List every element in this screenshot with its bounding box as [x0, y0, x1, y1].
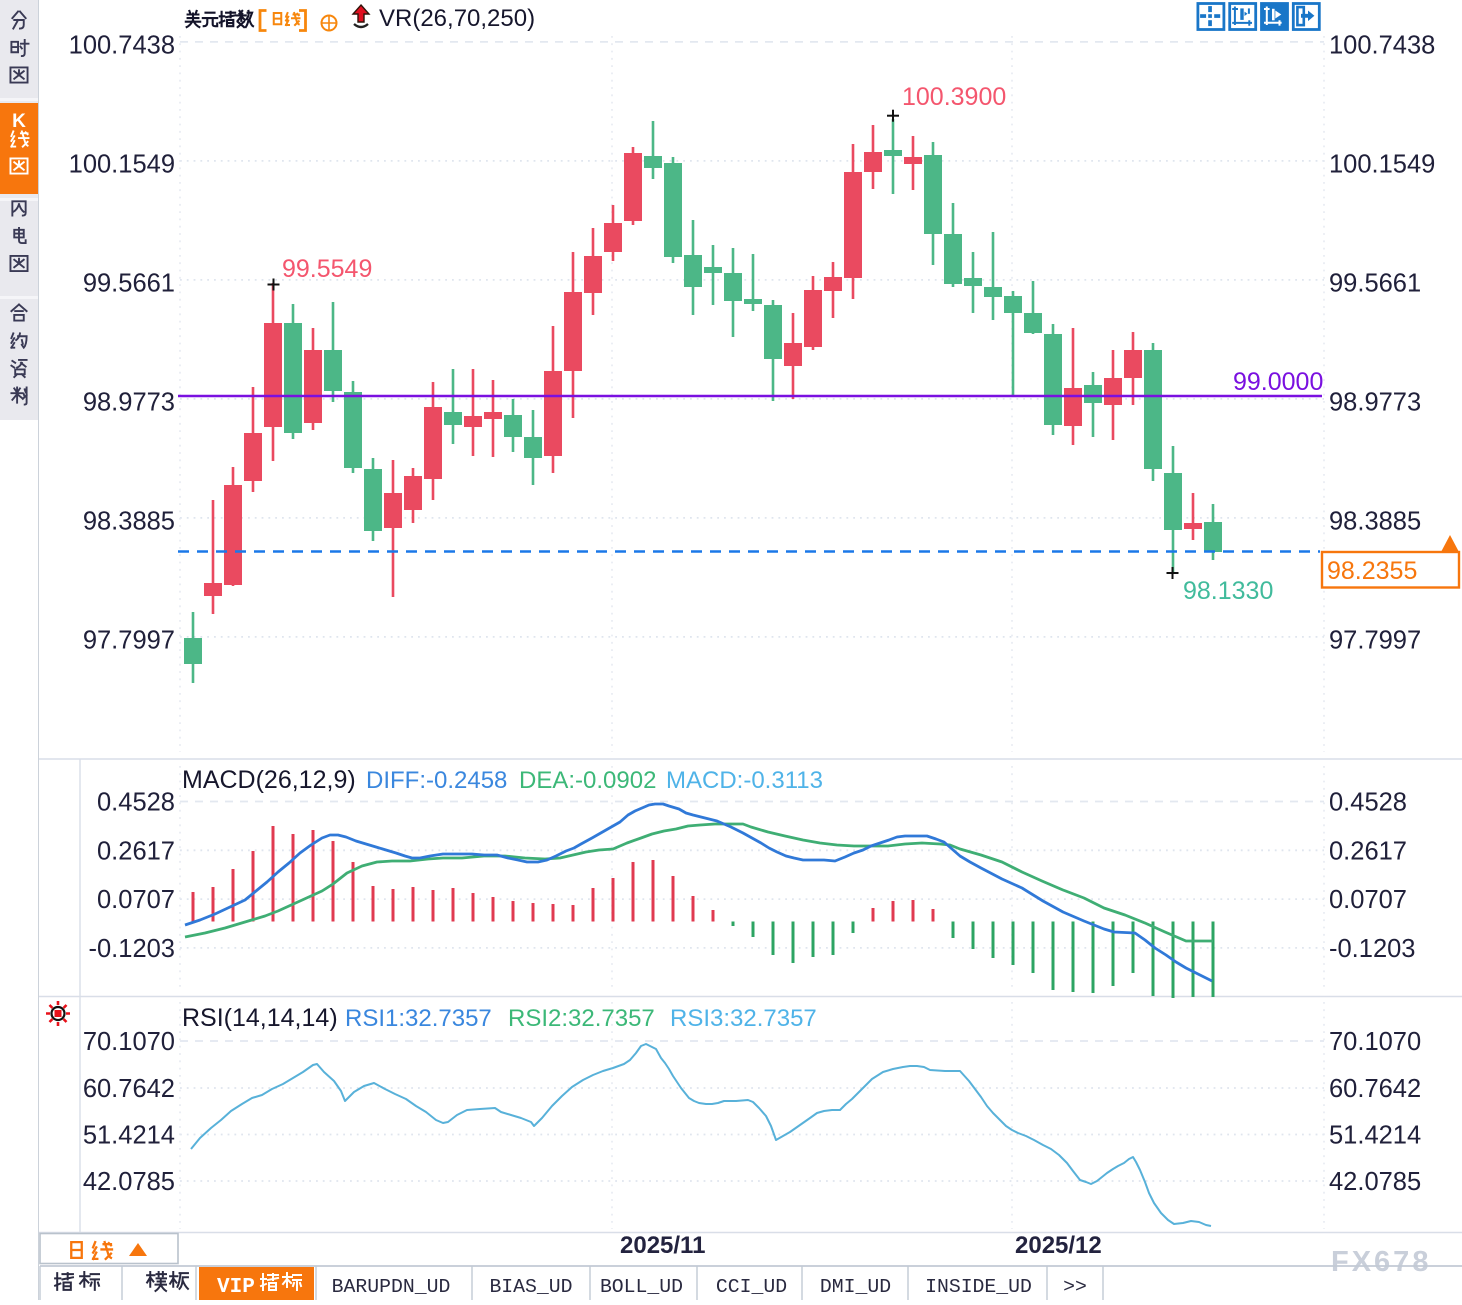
svg-text:100.7438: 100.7438 — [1329, 32, 1435, 60]
svg-text:98.2355: 98.2355 — [1327, 557, 1417, 585]
svg-text:97.7997: 97.7997 — [1329, 627, 1421, 655]
svg-text:MACD:-0.3113: MACD:-0.3113 — [666, 767, 823, 794]
svg-text:51.4214: 51.4214 — [83, 1122, 175, 1150]
svg-text:42.0785: 42.0785 — [83, 1168, 175, 1196]
svg-text:MACD(26,12,9): MACD(26,12,9) — [182, 766, 356, 794]
svg-text:97.7997: 97.7997 — [83, 627, 175, 655]
svg-text:98.1330: 98.1330 — [1183, 577, 1273, 605]
svg-text:RSI3:32.7357: RSI3:32.7357 — [670, 1005, 817, 1032]
svg-text:DMI_UD: DMI_UD — [820, 1276, 891, 1298]
svg-text:98.3885: 98.3885 — [83, 508, 175, 536]
svg-text:70.1070: 70.1070 — [1329, 1028, 1421, 1056]
svg-text:98.9773: 98.9773 — [83, 389, 175, 417]
svg-text:99.5661: 99.5661 — [83, 270, 175, 298]
svg-text:RSI(14,14,14): RSI(14,14,14) — [182, 1004, 338, 1032]
svg-text:2025/12: 2025/12 — [1015, 1232, 1102, 1259]
svg-text:0.0707: 0.0707 — [97, 886, 175, 914]
svg-text:0.2617: 0.2617 — [97, 837, 175, 865]
svg-text:INSIDE_UD: INSIDE_UD — [925, 1276, 1032, 1298]
svg-text:BOLL_UD: BOLL_UD — [600, 1276, 683, 1298]
svg-text:BIAS_UD: BIAS_UD — [489, 1276, 572, 1298]
svg-text:99.5549: 99.5549 — [282, 255, 372, 283]
svg-text:RSI2:32.7357: RSI2:32.7357 — [508, 1005, 655, 1032]
svg-text:BARUPDN_UD: BARUPDN_UD — [332, 1276, 451, 1298]
svg-text:VR(26,70,250): VR(26,70,250) — [379, 5, 535, 32]
svg-text:99.0000: 99.0000 — [1233, 368, 1323, 396]
svg-text:FX678: FX678 — [1331, 1246, 1431, 1278]
svg-text:60.7642: 60.7642 — [1329, 1075, 1421, 1103]
svg-text:0.4528: 0.4528 — [1329, 789, 1407, 817]
svg-text:2025/11: 2025/11 — [620, 1232, 705, 1259]
svg-text:DIFF:-0.2458: DIFF:-0.2458 — [366, 767, 507, 794]
svg-text:0.0707: 0.0707 — [1329, 886, 1407, 914]
svg-text:>>: >> — [1063, 1276, 1087, 1298]
svg-text:100.1549: 100.1549 — [1329, 151, 1435, 179]
svg-text:60.7642: 60.7642 — [83, 1075, 175, 1103]
svg-text:51.4214: 51.4214 — [1329, 1122, 1421, 1150]
svg-text:K: K — [12, 111, 26, 132]
svg-text:99.5661: 99.5661 — [1329, 270, 1421, 298]
svg-text:98.3885: 98.3885 — [1329, 508, 1421, 536]
svg-text:70.1070: 70.1070 — [83, 1028, 175, 1056]
svg-text:0.4528: 0.4528 — [97, 789, 175, 817]
svg-text:42.0785: 42.0785 — [1329, 1168, 1421, 1196]
svg-text:DEA:-0.0902: DEA:-0.0902 — [519, 767, 656, 794]
svg-text:RSI1:32.7357: RSI1:32.7357 — [345, 1005, 492, 1032]
svg-text:100.1549: 100.1549 — [69, 151, 175, 179]
svg-text:-0.1203: -0.1203 — [89, 935, 176, 963]
svg-text:0.2617: 0.2617 — [1329, 837, 1407, 865]
svg-text:100.3900: 100.3900 — [902, 83, 1006, 111]
svg-text:CCI_UD: CCI_UD — [716, 1276, 787, 1298]
svg-text:98.9773: 98.9773 — [1329, 389, 1421, 417]
svg-text:100.7438: 100.7438 — [69, 32, 175, 60]
svg-text:-0.1203: -0.1203 — [1329, 935, 1416, 963]
svg-text:VIP: VIP — [217, 1276, 255, 1299]
